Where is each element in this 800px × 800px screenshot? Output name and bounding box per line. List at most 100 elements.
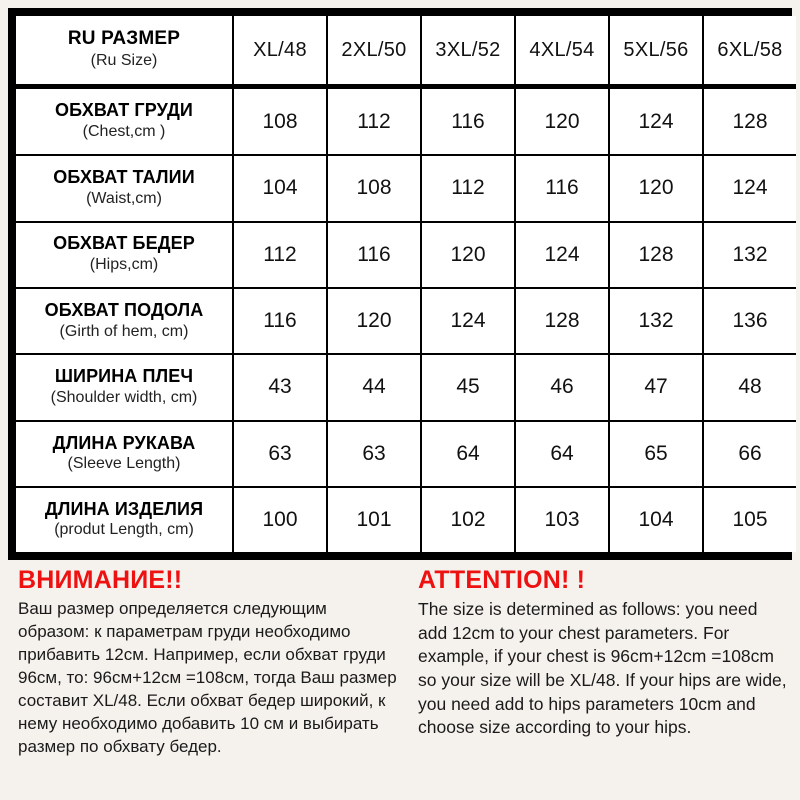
measurement-cell: 124	[515, 221, 610, 289]
measurement-value: 108	[356, 176, 392, 200]
size-header-label: 5XL/56	[623, 38, 689, 61]
table-row: ДЛИНА РУКАВА (Sleeve Length) 63 63 64 64…	[16, 420, 796, 489]
measurement-value: 66	[738, 441, 762, 465]
measurement-value: 116	[357, 242, 391, 266]
measurement-cell: 116	[515, 155, 610, 223]
table-row: ШИРИНА ПЛЕЧ (Shoulder width, cm) 43 44 4…	[16, 354, 796, 422]
measurement-cell: 116	[421, 86, 516, 157]
measurement-cell: 124	[703, 155, 796, 223]
measurement-value: 48	[738, 375, 762, 399]
measurement-cell: 44	[327, 354, 422, 422]
measurement-cell: 105	[703, 487, 796, 552]
row-label-ru: ОБХВАТ ПОДОЛА	[44, 299, 204, 320]
measurement-cell: 136	[703, 287, 796, 356]
measurement-value: 64	[550, 441, 574, 465]
table-header-row: RU РАЗМЕР (Ru Size) XL/48 2XL/50 3XL/52 …	[16, 16, 796, 89]
header-label-cell: RU РАЗМЕР (Ru Size)	[16, 16, 234, 89]
measurement-value: 132	[638, 309, 674, 333]
measurement-cell: 108	[233, 86, 328, 157]
size-header-label: 3XL/52	[435, 38, 501, 61]
row-label-cell: ДЛИНА ИЗДЕЛИЯ (produt Length, cm)	[16, 487, 234, 552]
measurement-value: 132	[732, 242, 768, 266]
measurement-value: 116	[451, 109, 485, 133]
measurement-cell: 100	[233, 487, 328, 552]
row-label-cell: ШИРИНА ПЛЕЧ (Shoulder width, cm)	[16, 354, 234, 422]
row-label-cell: ОБХВАТ ПОДОЛА (Girth of hem, cm)	[16, 287, 234, 356]
measurement-cell: 112	[327, 86, 422, 157]
row-label-ru: ШИРИНА ПЛЕЧ	[54, 366, 194, 387]
measurement-value: 120	[638, 176, 674, 200]
measurement-value: 63	[362, 441, 386, 465]
table-row: ОБХВАТ ТАЛИИ (Waist,cm) 104 108 112 116 …	[16, 155, 796, 223]
measurement-value: 120	[356, 309, 392, 333]
measurement-value: 112	[263, 242, 297, 266]
measurement-cell: 63	[233, 420, 328, 489]
measurement-value: 102	[450, 508, 486, 532]
measurement-cell: 101	[327, 487, 422, 552]
row-label-ru: ДЛИНА ИЗДЕЛИЯ	[44, 498, 204, 519]
measurement-cell: 102	[421, 487, 516, 552]
measurement-cell: 120	[327, 287, 422, 356]
table-row: ОБХВАТ ГРУДИ (Chest,cm ) 108 112 116 120…	[16, 86, 796, 157]
measurement-cell: 116	[233, 287, 328, 356]
measurement-value: 124	[544, 242, 580, 266]
table-row: ОБХВАТ ПОДОЛА (Girth of hem, cm) 116 120…	[16, 287, 796, 356]
measurement-value: 124	[450, 309, 486, 333]
measurement-value: 112	[451, 176, 485, 200]
measurement-value: 100	[262, 508, 298, 532]
measurement-value: 120	[450, 242, 486, 266]
measurement-cell: 65	[609, 420, 704, 489]
measurement-value: 128	[732, 109, 768, 133]
header-label-en: (Ru Size)	[90, 51, 158, 69]
measurement-cell: 120	[421, 221, 516, 289]
measurement-cell: 132	[703, 221, 796, 289]
attention-body-russian: Ваш размер определяется следующим образо…	[18, 599, 397, 756]
measurement-cell: 45	[421, 354, 516, 422]
size-header-cell: XL/48	[233, 16, 328, 89]
attention-notes: ВНИМАНИЕ!! Ваш размер определяется следу…	[0, 566, 800, 759]
size-header-label: 4XL/54	[529, 38, 595, 61]
size-table: RU РАЗМЕР (Ru Size) XL/48 2XL/50 3XL/52 …	[16, 16, 796, 552]
measurement-cell: 124	[609, 86, 704, 157]
measurement-value: 128	[638, 242, 674, 266]
table-row: ОБХВАТ БЕДЕР (Hips,cm) 112 116 120 124 1…	[16, 221, 796, 289]
measurement-value: 64	[456, 441, 480, 465]
row-label-ru: ДЛИНА РУКАВА	[52, 432, 196, 453]
row-label-cell: ДЛИНА РУКАВА (Sleeve Length)	[16, 420, 234, 489]
measurement-value: 124	[732, 176, 768, 200]
measurement-cell: 104	[233, 155, 328, 223]
measurement-cell: 132	[609, 287, 704, 356]
measurement-cell: 128	[515, 287, 610, 356]
measurement-cell: 104	[609, 487, 704, 552]
measurement-value: 128	[544, 309, 580, 333]
measurement-value: 105	[732, 508, 768, 532]
attention-body-english: The size is determined as follows: you n…	[418, 599, 787, 738]
row-label-ru: ОБХВАТ БЕДЕР	[53, 233, 195, 254]
measurement-value: 104	[262, 176, 298, 200]
measurement-value: 116	[545, 176, 579, 200]
size-table-container: RU РАЗМЕР (Ru Size) XL/48 2XL/50 3XL/52 …	[8, 8, 796, 560]
measurement-cell: 124	[421, 287, 516, 356]
row-label-en: (Waist,cm)	[86, 189, 162, 207]
row-label-cell: ОБХВАТ ГРУДИ (Chest,cm )	[16, 86, 234, 157]
measurement-cell: 66	[703, 420, 796, 489]
attention-heading-english: ATTENTION! !	[418, 566, 586, 594]
size-header-label: 6XL/58	[717, 38, 783, 61]
row-label-en: (Girth of hem, cm)	[59, 322, 189, 340]
size-header-cell: 2XL/50	[327, 16, 422, 89]
measurement-value: 104	[638, 508, 674, 532]
row-label-en: (Chest,cm )	[82, 123, 166, 140]
row-label-ru: ОБХВАТ ГРУДИ	[55, 100, 193, 121]
attention-note-russian: ВНИМАНИЕ!! Ваш размер определяется следу…	[0, 566, 410, 759]
size-header-label: 2XL/50	[341, 38, 407, 61]
size-header-cell: 5XL/56	[609, 16, 704, 89]
table-row: ДЛИНА ИЗДЕЛИЯ (produt Length, cm) 100 10…	[16, 487, 796, 552]
size-table-body: RU РАЗМЕР (Ru Size) XL/48 2XL/50 3XL/52 …	[16, 16, 796, 552]
attention-heading-russian: ВНИМАНИЕ!!	[18, 566, 183, 594]
measurement-value: 108	[262, 109, 298, 133]
row-label-cell: ОБХВАТ БЕДЕР (Hips,cm)	[16, 221, 234, 289]
measurement-value: 136	[732, 309, 768, 333]
measurement-value: 46	[550, 375, 574, 399]
measurement-value: 101	[356, 508, 392, 532]
